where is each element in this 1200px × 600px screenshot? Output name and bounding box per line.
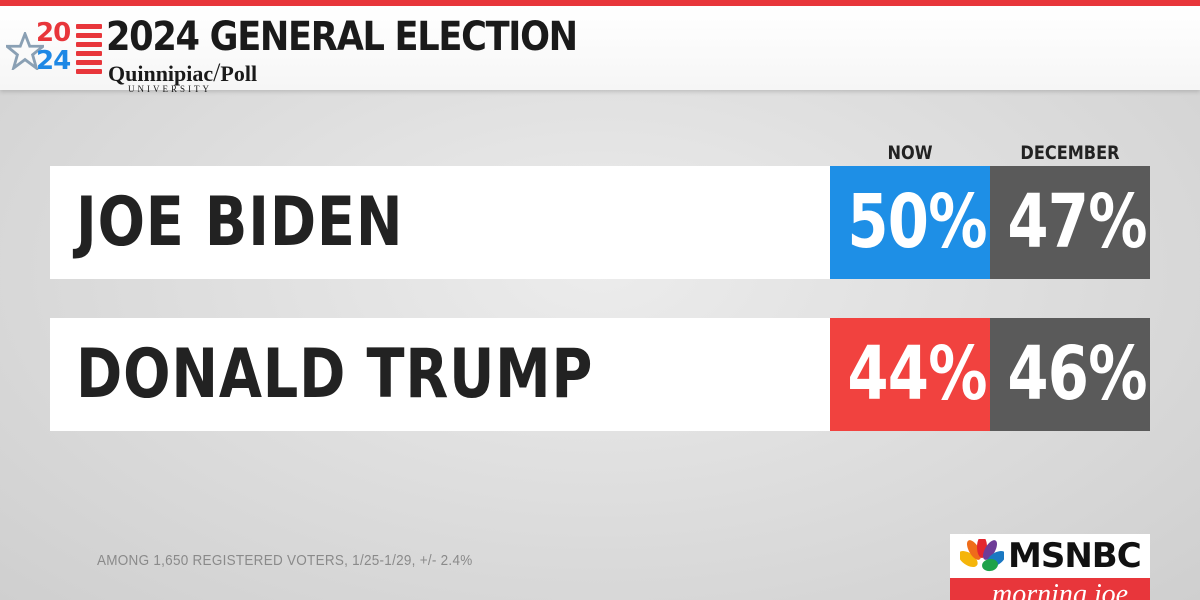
- logo-year-bottom: 24: [36, 46, 71, 76]
- logo-year-top: 20: [36, 18, 71, 48]
- december-percentage: 46%: [1007, 331, 1147, 417]
- column-header-now: NOW: [887, 142, 933, 164]
- now-percentage-cell: 44%: [830, 318, 990, 431]
- header-bar: 20 24 2024 GENERAL ELECTION Quinnipiac/P…: [0, 0, 1200, 94]
- candidate-row-trump: DONALD TRUMP 44% 46%: [50, 318, 1150, 431]
- candidate-name-cell: DONALD TRUMP: [50, 318, 830, 431]
- pollster-logo: Quinnipiac/Poll: [108, 58, 257, 88]
- december-percentage: 47%: [1007, 179, 1147, 265]
- msnbc-wordmark: MSNBC: [1008, 536, 1142, 576]
- pollster-subtitle: UNIVERSITY: [128, 84, 212, 94]
- candidate-name-cell: JOE BIDEN: [50, 166, 830, 279]
- peacock-icon: [960, 539, 1004, 572]
- now-percentage: 44%: [847, 331, 987, 417]
- pollster-name: Quinnipiac: [108, 61, 214, 86]
- election-logo: 20 24: [6, 18, 102, 90]
- now-percentage-cell: 50%: [830, 166, 990, 279]
- december-percentage-cell: 47%: [990, 166, 1150, 279]
- star-icon: [6, 32, 44, 70]
- pollster-slash: /: [213, 58, 221, 87]
- pollster-poll: Poll: [220, 61, 258, 86]
- flag-stripes-icon: [76, 24, 102, 74]
- page-title: 2024 GENERAL ELECTION: [106, 14, 578, 60]
- now-percentage: 50%: [847, 179, 987, 265]
- network-logo: MSNBC morning joe: [950, 534, 1150, 600]
- candidate-name: JOE BIDEN: [76, 183, 404, 262]
- show-bar: morning joe: [950, 578, 1150, 600]
- poll-footnote: AMONG 1,650 REGISTERED VOTERS, 1/25-1/29…: [97, 552, 473, 569]
- candidate-row-biden: JOE BIDEN 50% 47%: [50, 166, 1150, 279]
- december-percentage-cell: 46%: [990, 318, 1150, 431]
- column-header-december: DECEMBER: [1020, 142, 1120, 164]
- msnbc-logo-panel: MSNBC: [950, 534, 1150, 578]
- show-name: morning joe: [992, 579, 1129, 600]
- candidate-name: DONALD TRUMP: [76, 335, 594, 414]
